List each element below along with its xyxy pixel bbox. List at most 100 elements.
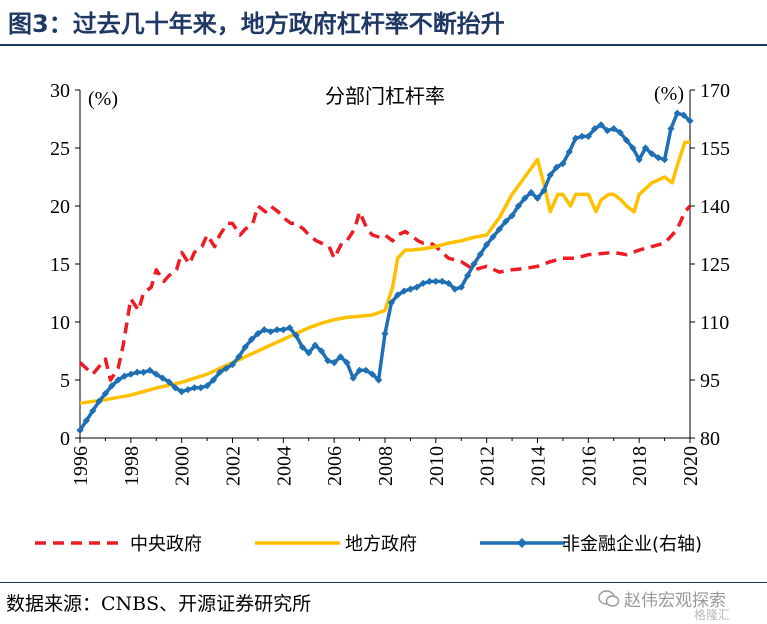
x-tick-label: 2010 <box>426 446 448 486</box>
x-tick-label: 2012 <box>477 446 499 486</box>
series-point-2 <box>667 125 675 133</box>
series-point-2 <box>381 330 389 338</box>
series-line-0 <box>78 204 692 382</box>
series-point-2 <box>591 125 599 133</box>
series-point-2 <box>635 156 643 164</box>
right-tick-label: 80 <box>700 428 720 450</box>
legend-label-1: 地方政府 <box>345 534 417 555</box>
series-point-2 <box>279 326 287 334</box>
series-point-2 <box>82 417 90 425</box>
series-point-2 <box>146 366 154 374</box>
series-point-2 <box>514 202 523 210</box>
series-point-2 <box>336 353 345 361</box>
series-line-1 <box>79 140 690 405</box>
x-tick-label: 1998 <box>121 446 143 486</box>
series-point-2 <box>572 134 580 142</box>
right-tick-label: 110 <box>700 312 729 334</box>
series-point-2 <box>641 144 650 152</box>
series-point-2 <box>476 250 484 258</box>
series-point-2 <box>127 370 135 378</box>
series-point-2 <box>133 368 141 376</box>
left-tick-label: 25 <box>50 138 70 160</box>
series-point-2 <box>76 426 84 434</box>
chart-plot-area: 0 5 10 15 20 25 30 80 95 110 125 140 155 170 1996 1998 2… <box>35 80 730 555</box>
series-point-2 <box>413 283 421 291</box>
series-point-2 <box>400 287 408 295</box>
watermark: 赵伟宏观探索 <box>624 591 726 611</box>
x-tick-label: 2016 <box>578 446 600 486</box>
right-tick-label: 140 <box>700 196 730 218</box>
series-point-2 <box>95 397 103 405</box>
series-point-2 <box>406 285 415 293</box>
x-tick-label: 2020 <box>680 446 702 486</box>
series-point-2 <box>343 359 351 367</box>
series-point-2 <box>286 324 294 332</box>
series-point-2 <box>222 364 230 372</box>
left-unit-label: (%) <box>88 88 118 110</box>
series-point-2 <box>629 144 637 152</box>
series-point-2 <box>165 378 173 386</box>
series-point-2 <box>292 331 300 340</box>
series-point-2 <box>597 121 605 129</box>
series-point-2 <box>438 277 446 285</box>
series-point-2 <box>317 347 326 355</box>
series-point-2 <box>254 330 262 338</box>
series-point-2 <box>654 154 662 162</box>
series-point-2 <box>235 353 243 361</box>
series-point-2 <box>152 370 160 378</box>
series-point-2 <box>247 335 256 343</box>
series-point-2 <box>489 233 497 241</box>
series-point-2 <box>546 171 554 179</box>
series-point-2 <box>228 360 237 369</box>
x-tick-label: 2014 <box>528 446 550 486</box>
right-tick-label: 170 <box>700 80 730 102</box>
series-point-2 <box>216 368 224 376</box>
series-point-2 <box>425 277 434 285</box>
series-point-2 <box>89 407 97 415</box>
series-point-2 <box>686 117 694 125</box>
series-point-2 <box>540 186 548 195</box>
series-point-2 <box>419 279 427 287</box>
series-point-2 <box>533 194 542 202</box>
x-tick-label: 2002 <box>223 446 245 486</box>
series-point-2 <box>139 368 148 376</box>
series-point-2 <box>368 370 376 378</box>
right-tick-label: 155 <box>700 138 730 160</box>
series-point-2 <box>673 109 681 117</box>
series-point-2 <box>190 384 198 392</box>
left-tick-label: 0 <box>60 428 70 450</box>
source-divider <box>0 582 767 583</box>
legend-label-0: 中央政府 <box>130 534 202 555</box>
series-point-2 <box>660 156 669 164</box>
chart-title: 分部门杠杆率 <box>325 84 445 108</box>
series-point-2 <box>203 382 211 390</box>
x-tick-label: 1996 <box>70 446 92 486</box>
x-tick-label: 2004 <box>273 446 295 486</box>
series-point-2 <box>330 359 338 367</box>
chart: 0 5 10 15 20 25 30 80 95 110 125 140 155 170 1996 1998 2… <box>35 80 730 555</box>
series-point-2 <box>324 357 332 365</box>
series-point-2 <box>394 291 402 299</box>
figure-title: 图3：过去几十年来，地方政府杠杆率不断抬升 <box>8 10 505 38</box>
series-point-2 <box>120 372 129 380</box>
right-unit-label: (%) <box>654 83 684 105</box>
x-tick-label: 2018 <box>629 446 651 486</box>
series-point-2 <box>114 376 122 384</box>
series-point-2 <box>171 384 179 392</box>
series-point-2 <box>355 366 364 374</box>
series-point-2 <box>584 132 592 140</box>
series-point-2 <box>298 343 306 351</box>
x-tick-label: 2006 <box>324 446 346 486</box>
series-point-2 <box>559 159 567 168</box>
series-point-2 <box>197 384 205 392</box>
series-point-2 <box>305 349 313 357</box>
series-point-2 <box>209 376 218 384</box>
watermark-2: 格隆汇 <box>694 608 731 622</box>
series-point-2 <box>444 279 453 287</box>
series-point-2 <box>375 376 383 384</box>
left-tick-label: 5 <box>60 370 70 392</box>
series-point-2 <box>273 326 281 334</box>
left-tick-label: 10 <box>50 312 70 334</box>
series-point-2 <box>451 285 459 293</box>
series-point-2 <box>508 212 516 220</box>
